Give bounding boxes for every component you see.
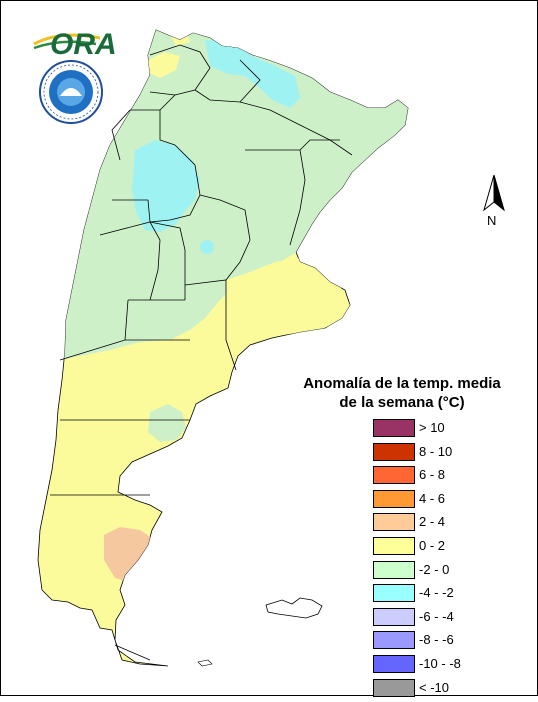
small-island xyxy=(197,659,213,667)
zone-minus2-0-north xyxy=(40,30,408,360)
zone-minus4-minus2-dot xyxy=(200,240,214,254)
legend-label: -10 - -8 xyxy=(419,655,461,671)
north-arrow-label: N xyxy=(487,213,497,228)
legend-label: 8 - 10 xyxy=(419,443,453,459)
legend-swatch xyxy=(373,419,415,437)
zone-0-2-north-west xyxy=(148,52,180,78)
zone-2-4-patagonia xyxy=(104,527,155,582)
north-arrow-icon xyxy=(483,174,505,212)
legend-title: Anomalía de la temp. media de la semana … xyxy=(292,374,512,412)
zone-minus2-0-patch xyxy=(148,404,186,442)
legend-title-line1: Anomalía de la temp. media xyxy=(303,375,501,392)
legend-swatch xyxy=(373,536,415,555)
legend-swatch xyxy=(373,654,415,673)
legend-swatch xyxy=(373,489,415,508)
province-boundaries xyxy=(50,44,353,661)
legend-label: 0 - 2 xyxy=(419,537,446,553)
legend-label: -2 - 0 xyxy=(419,561,450,577)
legend-title-line2: de la semana (°C) xyxy=(339,394,465,411)
legend-label: 2 - 4 xyxy=(419,514,446,530)
legend-swatch xyxy=(373,631,415,650)
legend-label: -8 - -6 xyxy=(419,632,454,648)
legend-swatch xyxy=(373,584,415,603)
legend-swatch xyxy=(373,678,415,697)
legend-swatch xyxy=(373,466,415,485)
legend-swatch xyxy=(373,607,415,626)
legend-label: < -10 xyxy=(419,679,449,695)
zone-minus4-minus2-northeast xyxy=(205,40,300,108)
legend-label: > 10 xyxy=(419,420,445,435)
legend-swatch xyxy=(373,513,415,532)
legend-swatch xyxy=(373,442,415,461)
legend-swatch xyxy=(373,560,415,579)
ora-logo-icon xyxy=(33,33,101,50)
smn-seal-icon xyxy=(39,60,103,124)
legend-label: 6 - 8 xyxy=(419,467,446,483)
legend-label: -6 - -4 xyxy=(419,608,454,624)
legend-label: -4 - -2 xyxy=(419,585,454,601)
islands xyxy=(265,597,323,619)
zone-0-2-dot xyxy=(250,276,262,288)
legend-label: 4 - 6 xyxy=(419,490,446,506)
ora-logo-text: ORA xyxy=(50,28,117,61)
